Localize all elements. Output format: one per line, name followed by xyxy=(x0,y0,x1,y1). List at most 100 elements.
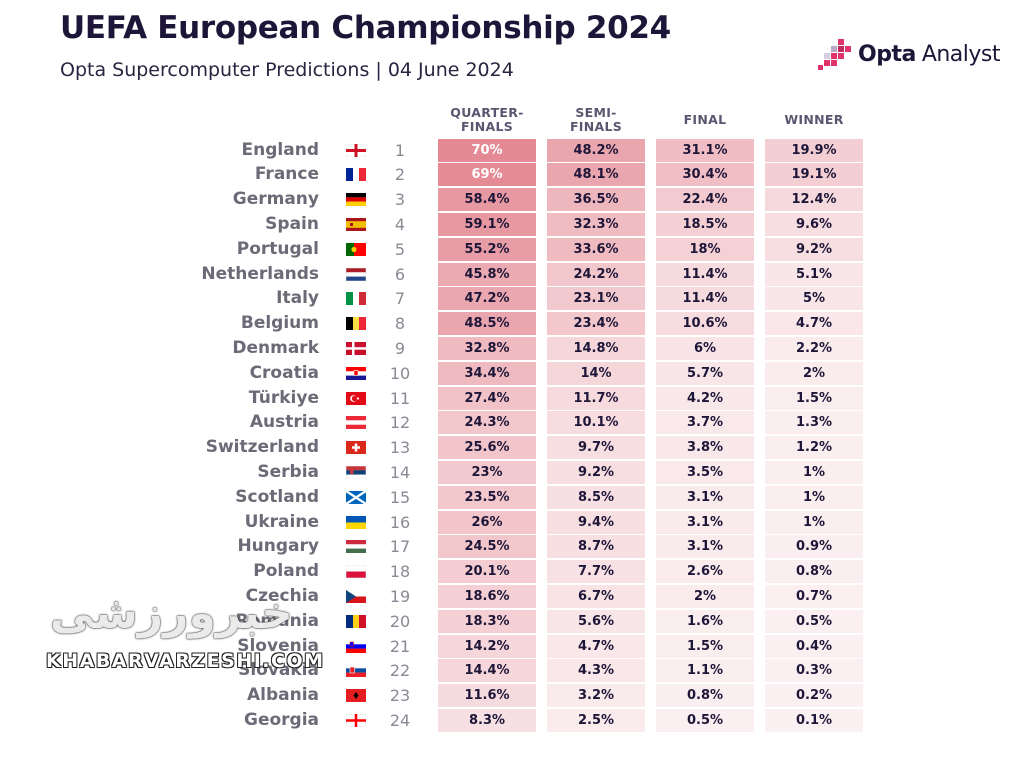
cell-final: 5.7% xyxy=(656,361,754,385)
england-flag-icon xyxy=(346,143,366,157)
table-row: Albania 23 11.6% 3.2% 0.8% 0.2% xyxy=(0,683,1024,708)
rank-number: 19 xyxy=(389,586,411,606)
poland-flag-icon xyxy=(346,565,366,579)
team-name: Switzerland xyxy=(205,437,319,458)
scotland-flag-icon xyxy=(346,490,366,504)
spain-flag-icon xyxy=(346,217,366,231)
cell-qf: 11.6% xyxy=(438,684,536,708)
table-row: Switzerland 13 25.6% 9.7% 3.8% 1.2% xyxy=(0,435,1024,460)
cell-winner: 19.1% xyxy=(765,163,863,187)
cell-winner: 0.3% xyxy=(765,659,863,683)
rank-number: 4 xyxy=(394,214,406,234)
rank-number: 5 xyxy=(394,239,406,259)
cell-qf: 34.4% xyxy=(438,361,536,385)
cell-sf: 11.7% xyxy=(547,386,645,410)
cell-qf: 45.8% xyxy=(438,262,536,286)
slovakia-flag-icon xyxy=(346,664,366,678)
table-row: Slovakia 22 14.4% 4.3% 1.1% 0.3% xyxy=(0,658,1024,683)
cell-sf: 36.5% xyxy=(547,188,645,212)
team-name: Croatia xyxy=(249,362,319,383)
table-row: Romania 20 18.3% 5.6% 1.6% 0.5% xyxy=(0,609,1024,634)
cell-qf: 24.5% xyxy=(438,535,536,559)
cell-final: 0.5% xyxy=(656,708,754,732)
slovenia-flag-icon xyxy=(346,639,366,653)
rank-number: 15 xyxy=(389,487,411,507)
table-row: Georgia 24 8.3% 2.5% 0.5% 0.1% xyxy=(0,708,1024,733)
team-name: England xyxy=(241,139,319,160)
logo-text-opta: Opta xyxy=(858,41,916,67)
team-name: Czechia xyxy=(245,585,319,606)
serbia-flag-icon xyxy=(346,465,366,479)
croatia-flag-icon xyxy=(346,366,366,380)
cell-winner: 0.4% xyxy=(765,634,863,658)
table-row: Türkiye 11 27.4% 11.7% 4.2% 1.5% xyxy=(0,386,1024,411)
cell-qf: 14.4% xyxy=(438,659,536,683)
cell-winner: 9.2% xyxy=(765,237,863,261)
cell-qf: 47.2% xyxy=(438,287,536,311)
cell-winner: 1% xyxy=(765,510,863,534)
cell-qf: 18.3% xyxy=(438,609,536,633)
team-name: France xyxy=(254,164,319,185)
cell-winner: 19.9% xyxy=(765,138,863,162)
cell-sf: 7.7% xyxy=(547,560,645,584)
table-row: Ukraine 16 26% 9.4% 3.1% 1% xyxy=(0,510,1024,535)
cell-winner: 0.7% xyxy=(765,584,863,608)
italy-flag-icon xyxy=(346,292,366,306)
portugal-flag-icon xyxy=(346,242,366,256)
cell-winner: 0.1% xyxy=(765,708,863,732)
table-row: Serbia 14 23% 9.2% 3.5% 1% xyxy=(0,460,1024,485)
cell-qf: 23.5% xyxy=(438,485,536,509)
cell-qf: 18.6% xyxy=(438,584,536,608)
team-name: Slovakia xyxy=(238,660,319,681)
cell-qf: 48.5% xyxy=(438,312,536,336)
column-header-sf: SEMI- FINALS xyxy=(569,105,623,134)
cell-final: 3.8% xyxy=(656,436,754,460)
rank-number: 22 xyxy=(389,661,411,681)
watermark-persian: خبرورزشی xyxy=(50,588,293,639)
cell-qf: 58.4% xyxy=(438,188,536,212)
cell-winner: 5% xyxy=(765,287,863,311)
cell-winner: 0.9% xyxy=(765,535,863,559)
table-row: Germany 3 58.4% 36.5% 22.4% 12.4% xyxy=(0,187,1024,212)
cell-qf: 8.3% xyxy=(438,708,536,732)
rank-number: 7 xyxy=(394,289,406,309)
team-name: Serbia xyxy=(257,461,319,482)
page-subtitle: Opta Supercomputer Predictions | 04 June… xyxy=(60,59,514,81)
cell-qf: 14.2% xyxy=(438,634,536,658)
team-name: Romania xyxy=(235,610,319,631)
table-row: France 2 69% 48.1% 30.4% 19.1% xyxy=(0,162,1024,187)
cell-qf: 24.3% xyxy=(438,411,536,435)
cell-sf: 48.2% xyxy=(547,138,645,162)
table-row: Slovenia 21 14.2% 4.7% 1.5% 0.4% xyxy=(0,634,1024,659)
cell-final: 0.8% xyxy=(656,684,754,708)
team-name: Ukraine xyxy=(244,511,319,532)
table-row: Italy 7 47.2% 23.1% 11.4% 5% xyxy=(0,286,1024,311)
cell-winner: 1% xyxy=(765,460,863,484)
column-header-winner: WINNER xyxy=(784,112,844,127)
logo-text-analyst: Analyst xyxy=(921,41,1001,67)
turkiye-flag-icon xyxy=(346,391,366,405)
team-name: Georgia xyxy=(243,709,319,730)
cell-final: 31.1% xyxy=(656,138,754,162)
cell-winner: 5.1% xyxy=(765,262,863,286)
cell-winner: 0.8% xyxy=(765,560,863,584)
team-name: Spain xyxy=(265,213,319,234)
rank-number: 1 xyxy=(394,140,406,160)
table-row: Netherlands 6 45.8% 24.2% 11.4% 5.1% xyxy=(0,262,1024,287)
cell-qf: 25.6% xyxy=(438,436,536,460)
cell-qf: 70% xyxy=(438,138,536,162)
table-row: Austria 12 24.3% 10.1% 3.7% 1.3% xyxy=(0,410,1024,435)
team-name: Türkiye xyxy=(248,387,319,408)
rank-number: 2 xyxy=(394,165,406,185)
cell-winner: 12.4% xyxy=(765,188,863,212)
cell-winner: 1.3% xyxy=(765,411,863,435)
cell-winner: 2% xyxy=(765,361,863,385)
team-name: Netherlands xyxy=(201,263,319,284)
switzerland-flag-icon xyxy=(346,441,366,455)
georgia-flag-icon xyxy=(346,713,366,727)
column-header-final: FINAL xyxy=(683,112,727,127)
rank-number: 17 xyxy=(389,537,411,557)
rank-number: 21 xyxy=(389,636,411,656)
team-name: Germany xyxy=(232,189,319,210)
albania-flag-icon xyxy=(346,689,366,703)
